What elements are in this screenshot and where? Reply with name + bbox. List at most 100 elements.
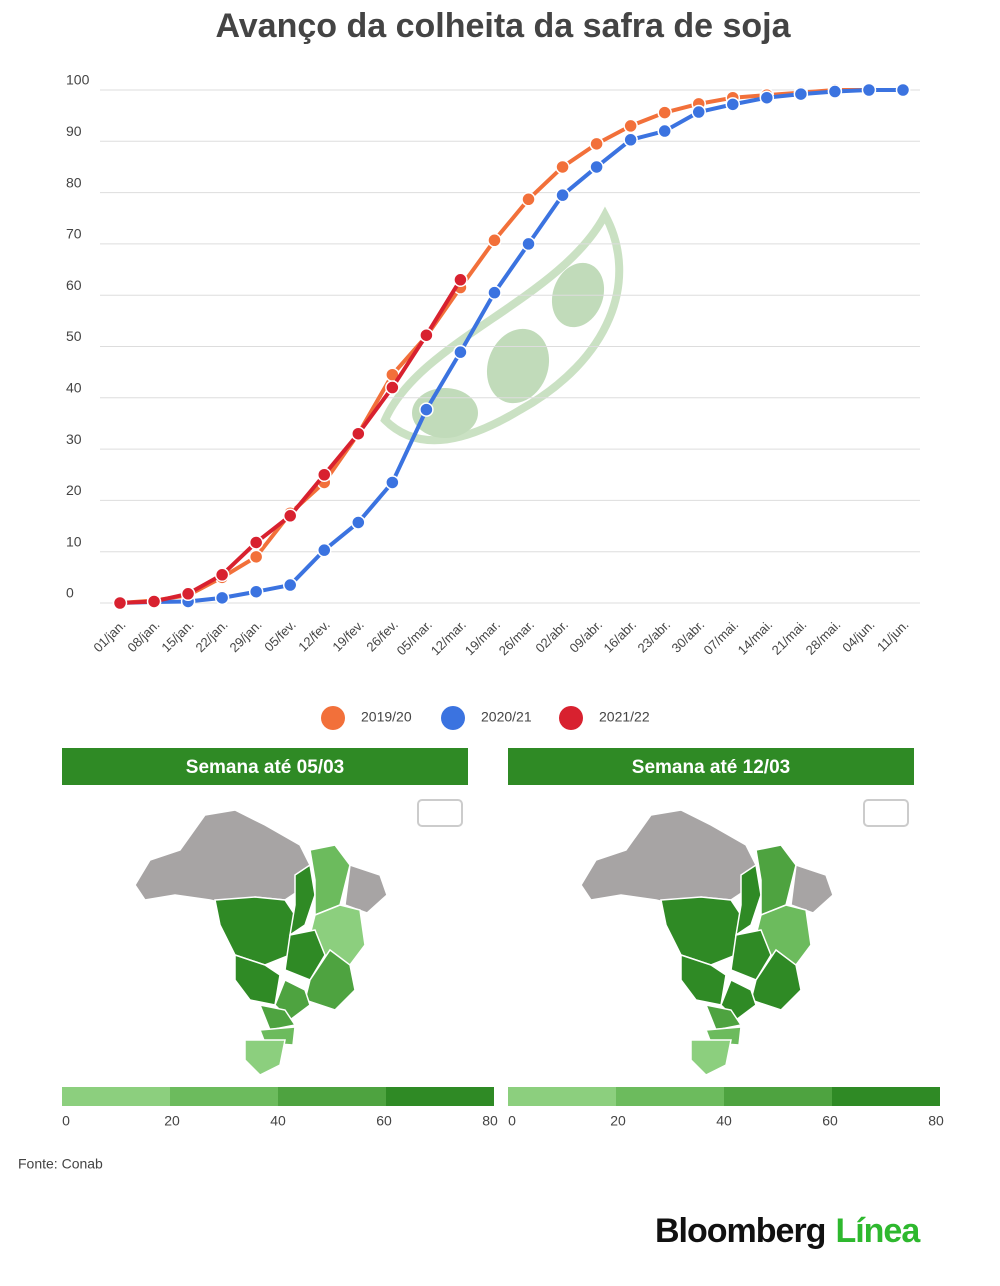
x-tick-label: 29/jan. [227, 617, 265, 655]
data-point [385, 475, 400, 490]
x-tick-label: 23/abr. [635, 617, 674, 656]
data-point [214, 567, 230, 583]
scale-segment [62, 1087, 170, 1106]
data-point [623, 132, 638, 148]
y-tick-label: 30 [66, 431, 82, 447]
x-tick-label: 14/mai. [735, 617, 776, 658]
state [344, 863, 388, 914]
data-point [351, 515, 366, 530]
x-tick-label: 12/mar. [428, 617, 469, 658]
legend-marker [559, 706, 583, 730]
data-point [589, 136, 604, 152]
data-point [248, 535, 264, 550]
data-point [895, 82, 911, 98]
data-point [419, 327, 434, 343]
harvester-icon [863, 799, 909, 827]
data-point [180, 586, 196, 602]
data-point [691, 104, 706, 120]
legend-label: 2021/22 [599, 709, 650, 725]
data-point [861, 82, 877, 98]
logo-brand: Bloomberg [655, 1212, 825, 1250]
data-point [487, 285, 502, 300]
data-point [351, 426, 366, 441]
y-tick-label: 70 [66, 226, 82, 242]
scale-segment [724, 1087, 832, 1106]
y-tick-label: 100 [66, 72, 90, 88]
x-tick-label: 15/jan. [158, 617, 196, 655]
x-tick-label: 05/fev. [261, 617, 299, 655]
brazil-map [134, 809, 388, 1076]
y-tick-label: 20 [66, 482, 82, 498]
scale-segment [386, 1087, 494, 1106]
logo: Bloomberg Línea [655, 1212, 921, 1250]
data-point [112, 595, 128, 611]
legend-label: 2019/20 [361, 709, 412, 725]
state [704, 1003, 743, 1031]
data-point [453, 344, 468, 360]
scale-tick-label: 60 [822, 1113, 838, 1129]
scale-segment [616, 1087, 724, 1106]
state [258, 1003, 297, 1031]
data-point [317, 467, 332, 482]
data-point [282, 577, 298, 593]
chart-title: Avanço da colheita da safra de soja [215, 7, 791, 45]
data-point [623, 118, 638, 134]
scale-tick-label: 0 [62, 1113, 70, 1129]
source: Fonte: Conab [18, 1156, 103, 1172]
scale-segment [508, 1087, 616, 1106]
scale-segment [832, 1087, 940, 1106]
data-point [827, 84, 843, 99]
legend-label: 2020/21 [481, 709, 532, 725]
data-point [146, 594, 162, 609]
state [790, 863, 834, 914]
scale-tick-label: 60 [376, 1113, 392, 1129]
x-tick-label: 12/fev. [295, 617, 333, 655]
data-point [487, 233, 502, 248]
y-tick-label: 80 [66, 174, 82, 190]
scale-tick-label: 80 [928, 1113, 944, 1129]
map-header [62, 748, 468, 785]
state [288, 863, 316, 937]
data-point [759, 90, 775, 105]
state [244, 1039, 286, 1076]
legend-marker [321, 706, 345, 730]
scale-segment [170, 1087, 278, 1106]
x-tick-label: 04/jun. [839, 617, 877, 655]
data-point [419, 402, 434, 417]
data-point [725, 97, 741, 112]
map-title: Semana até 12/03 [632, 757, 790, 778]
y-tick-label: 50 [66, 328, 82, 344]
state [134, 809, 311, 906]
y-tick-label: 90 [66, 123, 82, 139]
data-point [555, 159, 570, 175]
data-point [317, 542, 332, 558]
maps: Semana até 05/03 0 20 40 60 80 Semana até 12/0… [62, 748, 944, 1129]
x-tick-label: 07/mai. [701, 617, 742, 658]
x-tick-label: 19/mar. [462, 617, 503, 658]
legend-marker [441, 706, 465, 730]
scale-tick-label: 0 [508, 1113, 516, 1129]
data-point [589, 159, 604, 175]
data-point [521, 236, 536, 252]
state [580, 809, 757, 906]
x-tick-label: 05/mar. [394, 617, 435, 658]
data-point [793, 86, 809, 102]
x-tick-label: 30/abr. [669, 617, 708, 656]
state [690, 1039, 732, 1076]
data-point [248, 549, 264, 565]
grid: 0 10 20 30 40 50 60 70 80 90 100 01/jan.08/jan.15/j… [66, 72, 920, 730]
state [214, 896, 296, 966]
x-tick-label: 16/abr. [600, 617, 639, 656]
data-point [555, 187, 570, 203]
scale-tick-label: 20 [610, 1113, 626, 1129]
brazil-map [580, 809, 834, 1076]
data-point [657, 123, 672, 139]
data-point [453, 272, 468, 288]
x-tick-label: 26/mar. [496, 617, 537, 658]
data-point [657, 105, 672, 120]
data-point [248, 584, 264, 599]
scale-tick-label: 80 [482, 1113, 498, 1129]
harvester-icon [417, 799, 463, 827]
logo-sub: Línea [835, 1212, 921, 1250]
